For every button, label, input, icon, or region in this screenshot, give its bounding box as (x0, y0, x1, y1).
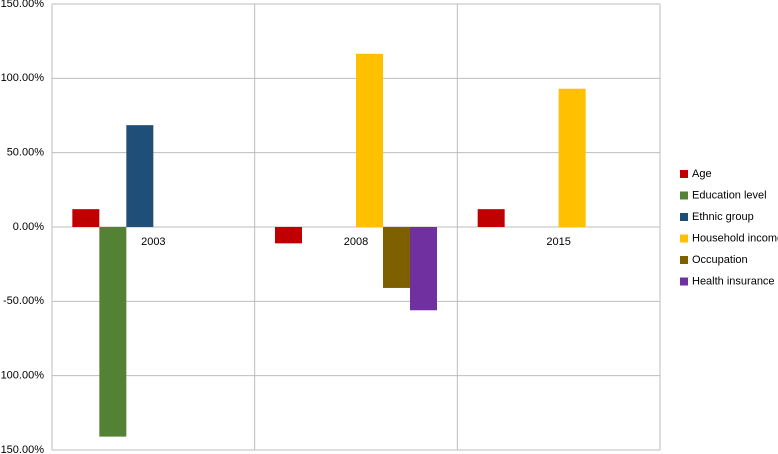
y-tick-label: 50.00% (7, 147, 45, 159)
y-tick-label: -50.00% (3, 295, 44, 307)
y-tick-label: 150.00% (1, 0, 45, 10)
x-tick-label: 2015 (546, 236, 570, 248)
x-tick-label: 2008 (344, 236, 368, 248)
legend-label: Occupation (692, 254, 748, 266)
legend-label: Age (692, 168, 712, 180)
x-tick-label: 2003 (141, 236, 165, 248)
bar (72, 209, 100, 227)
legend-label: Household income (692, 232, 778, 244)
legend-label: Education level (692, 189, 767, 201)
y-tick-label: -150.00% (0, 444, 44, 454)
y-tick-label: -100.00% (0, 370, 44, 382)
bar (275, 227, 302, 244)
bar (558, 88, 586, 228)
bar (410, 227, 437, 311)
y-tick-label: 0.00% (13, 221, 44, 233)
legend-label: Ethnic group (692, 211, 754, 223)
bar (477, 209, 505, 227)
legend-swatch (680, 256, 688, 264)
bar (126, 125, 154, 227)
legend-swatch (680, 191, 688, 200)
legend-swatch (680, 234, 688, 243)
legend-swatch (680, 170, 688, 178)
y-tick-label: 100.00% (1, 72, 45, 84)
legend-swatch (680, 277, 688, 286)
bar (99, 227, 127, 437)
legend-swatch (680, 213, 688, 221)
bar (383, 227, 410, 288)
bar (356, 53, 383, 228)
legend-label: Health insurance (692, 275, 775, 287)
